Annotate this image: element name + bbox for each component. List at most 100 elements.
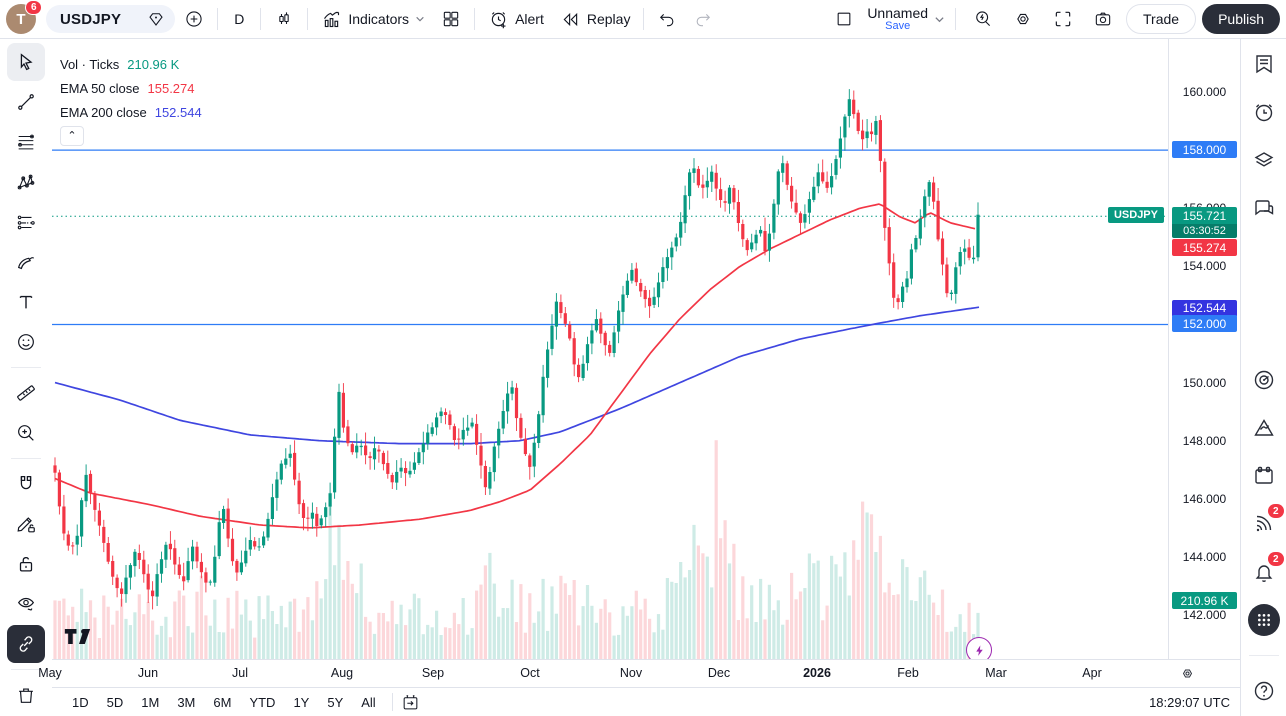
indicators-button[interactable]: Indicators — [314, 4, 432, 35]
redo-button[interactable] — [686, 4, 720, 34]
chat-icon[interactable] — [1247, 191, 1281, 225]
price-tick: 142.000 — [1182, 608, 1227, 623]
symbol-search-button[interactable]: USDJPY — [46, 5, 176, 33]
separator — [217, 8, 219, 30]
compare-add-button[interactable] — [177, 4, 211, 34]
range-button-all[interactable]: All — [353, 692, 383, 713]
chevron-down-icon[interactable] — [934, 14, 945, 25]
ideas-icon[interactable] — [1247, 411, 1281, 445]
text-tool-button[interactable] — [7, 283, 45, 321]
range-button-1m[interactable]: 1M — [133, 692, 167, 713]
session-clock[interactable]: 18:29:07 UTC — [1149, 694, 1230, 710]
indicators-label: Indicators — [348, 11, 410, 27]
brush-tool-button[interactable] — [7, 243, 45, 281]
timeframe-button[interactable]: D — [224, 6, 254, 32]
quick-search-button[interactable] — [966, 4, 1000, 34]
trend-line-tool-button[interactable] — [7, 83, 45, 121]
range-button-3m[interactable]: 3M — [169, 692, 203, 713]
range-button-ytd[interactable]: YTD — [241, 692, 283, 713]
drawing-toolbar — [0, 39, 52, 716]
magnet-mode-button[interactable] — [7, 465, 45, 503]
projection-tool-button[interactable] — [7, 203, 45, 241]
ruler-tool-button[interactable] — [7, 374, 45, 412]
economic-calendar-icon[interactable] — [1247, 459, 1281, 493]
ema200-price-label: 152.544 — [1172, 299, 1237, 317]
alert-label: Alert — [515, 11, 544, 27]
legend-ema200-value: 152.544 — [154, 104, 202, 120]
tradingview-logo[interactable] — [64, 628, 94, 645]
time-axis[interactable]: May Jun Jul Aug Sep Oct Nov Dec 2026 Feb Mar Apr — [38, 659, 1240, 687]
top-toolbar: T 6 USDJPY D Indicators Alert — [0, 0, 1286, 39]
replay-button[interactable]: Replay — [553, 4, 638, 35]
range-button-5d[interactable]: 5D — [99, 692, 132, 713]
fullscreen-button[interactable] — [1046, 4, 1080, 34]
time-axis-label: Aug — [330, 666, 354, 680]
divider — [11, 458, 41, 459]
user-avatar[interactable]: T 6 — [6, 0, 42, 34]
hline-price-label: 152.000 — [1172, 315, 1237, 333]
lock-drawings-button[interactable] — [7, 545, 45, 583]
legend-collapse-button[interactable]: ⌃ — [60, 126, 84, 146]
chart-canvas-area[interactable]: Vol · Ticks 210.96 K EMA 50 close 155.27… — [52, 39, 1240, 659]
legend-ema200-row[interactable]: EMA 200 close 152.544 — [60, 100, 202, 124]
notifications-bell-icon[interactable]: 2 — [1247, 552, 1284, 589]
separator — [307, 8, 309, 30]
stay-drawing-mode-button[interactable] — [7, 505, 45, 543]
alert-button[interactable]: Alert — [481, 4, 551, 35]
fib-retracement-tool-button[interactable] — [7, 123, 45, 161]
instant-trading-button[interactable] — [966, 637, 992, 659]
candlestick-chart[interactable] — [52, 39, 1168, 659]
range-button-1d[interactable]: 1D — [64, 692, 97, 713]
divider — [11, 669, 41, 670]
layout-select-button[interactable] — [827, 4, 861, 34]
streams-badge: 2 — [1267, 504, 1284, 518]
legend-ema50-row[interactable]: EMA 50 close 155.274 — [60, 76, 202, 100]
divider — [11, 367, 41, 368]
chart-style-button[interactable] — [267, 4, 301, 34]
zoom-in-tool-button[interactable] — [7, 414, 45, 452]
watchlist-icon[interactable] — [1247, 47, 1281, 81]
help-button[interactable] — [1247, 674, 1281, 708]
snapshot-camera-button[interactable] — [1086, 4, 1120, 34]
alerts-clock-icon[interactable] — [1247, 95, 1281, 129]
vol-price-label: 210.96 K — [1172, 592, 1237, 609]
remove-objects-button[interactable] — [7, 676, 45, 714]
time-axis-label: May — [38, 666, 62, 680]
hline-price-label: 158.000 — [1172, 141, 1237, 159]
indicator-templates-button[interactable] — [434, 4, 468, 34]
xabcd-pattern-tool-button[interactable] — [7, 163, 45, 201]
emoji-tool-button[interactable] — [7, 323, 45, 361]
sync-drawings-button[interactable] — [7, 625, 45, 663]
legend-ema50-label: EMA 50 close — [60, 80, 140, 96]
diamond-icon — [147, 10, 165, 28]
bottom-toolbar: 1D 5D 1M 3M 6M YTD 1Y 5Y All 18:29:07 UTC — [52, 687, 1240, 716]
trade-button[interactable]: Trade — [1126, 4, 1197, 34]
streams-broadcast-icon[interactable]: 2 — [1247, 504, 1284, 541]
legend-volume-value: 210.96 K — [127, 56, 180, 72]
countdown-label: 03:30:52 — [1172, 223, 1237, 238]
object-tree-layers-icon[interactable] — [1247, 143, 1281, 177]
settings-button[interactable] — [1006, 4, 1040, 34]
cursor-tool-button[interactable] — [7, 43, 45, 81]
time-axis-label: 2026 — [803, 666, 831, 680]
date-range-buttons: 1D 5D 1M 3M 6M YTD 1Y 5Y All — [64, 692, 384, 713]
notification-count-badge: 6 — [25, 0, 42, 15]
undo-button[interactable] — [650, 4, 684, 34]
price-axis[interactable]: 160.000158.000156.000154.000152.000150.0… — [1168, 39, 1240, 659]
range-button-1y[interactable]: 1Y — [285, 692, 317, 713]
time-axis-label: Oct — [520, 666, 540, 680]
save-link[interactable]: Save — [885, 19, 911, 32]
price-tick: 148.000 — [1182, 433, 1227, 448]
legend-volume-row[interactable]: Vol · Ticks 210.96 K — [60, 52, 202, 76]
axis-settings-gear-icon[interactable] — [1179, 665, 1196, 682]
hide-drawings-button[interactable] — [7, 585, 45, 623]
layout-name-save[interactable]: Unnamed Save — [867, 6, 928, 32]
range-button-6m[interactable]: 6M — [205, 692, 239, 713]
range-button-5y[interactable]: 5Y — [319, 692, 351, 713]
publish-button[interactable]: Publish — [1202, 4, 1280, 34]
screener-radar-icon[interactable] — [1247, 363, 1281, 397]
apps-grid-button[interactable] — [1247, 603, 1281, 637]
symbol-price-tag: USDJPY — [1107, 207, 1164, 224]
go-to-date-button[interactable] — [401, 693, 420, 712]
